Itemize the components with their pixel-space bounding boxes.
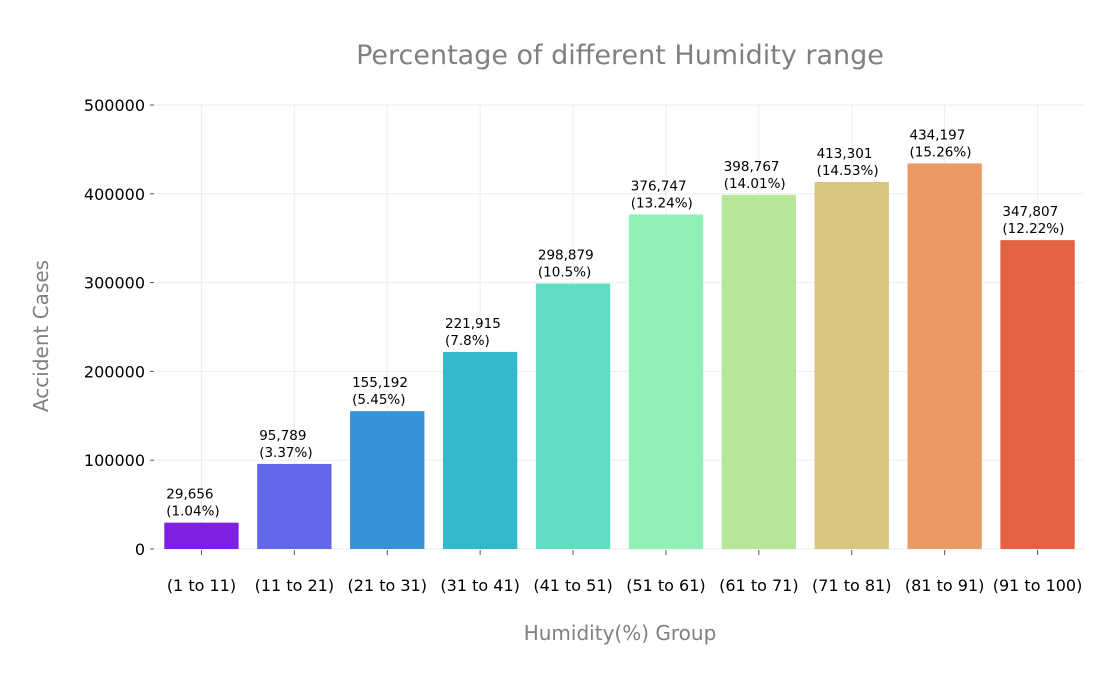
bar [814, 181, 889, 549]
y-tick-label: 0 [135, 540, 145, 559]
bar [350, 411, 425, 549]
x-axis-title: Humidity(%) Group [524, 621, 717, 645]
bar-percent-label: (1.04%) [166, 504, 219, 520]
bar [628, 214, 704, 549]
bar-value-label: 347,807 [1002, 204, 1058, 220]
bar [907, 163, 982, 550]
bar-percent-label: (14.53%) [817, 163, 879, 179]
x-tick-label: (91 to 100) [993, 576, 1083, 595]
bars [164, 163, 1075, 550]
data-labels: 29,656(1.04%) 95,789(3.37%) 155,192(5.45%)… [166, 127, 1064, 519]
bar-percent-label: (12.22%) [1002, 221, 1064, 237]
bar [1000, 240, 1075, 549]
x-tick-label: (11 to 21) [255, 576, 334, 595]
bar [257, 463, 332, 549]
x-tick-label: (21 to 31) [348, 576, 427, 595]
bar [721, 194, 797, 549]
bar-value-label: 376,747 [631, 178, 687, 194]
bar [442, 351, 518, 549]
bar-value-label: 155,192 [352, 375, 408, 391]
bar-value-label: 434,197 [909, 127, 965, 143]
bar-percent-label: (15.26%) [909, 144, 971, 160]
x-tick-label: (41 to 51) [533, 576, 612, 595]
bar-value-label: 398,767 [724, 159, 780, 175]
bar [535, 283, 611, 549]
bar [164, 522, 239, 549]
x-tick-label: (81 to 91) [905, 576, 984, 595]
bar-percent-label: (10.5%) [538, 265, 591, 281]
bar-value-label: 298,879 [538, 248, 594, 264]
bar-value-label: 413,301 [817, 146, 873, 162]
bar-percent-label: (3.37%) [259, 445, 312, 461]
x-tick-label: (1 to 11) [167, 576, 236, 595]
x-tick-label: (61 to 71) [719, 576, 798, 595]
bar-value-label: 221,915 [445, 316, 501, 332]
chart-title: Percentage of different Humidity range [356, 40, 884, 71]
y-axis: 0 100000 200000 300000 400000 500000 [84, 96, 154, 559]
y-tick-label: 100000 [84, 451, 145, 470]
y-tick-label: 300000 [84, 274, 145, 293]
x-tick-label: (31 to 41) [440, 576, 519, 595]
bar-percent-label: (13.24%) [631, 195, 693, 211]
x-tick-label: (71 to 81) [812, 576, 891, 595]
y-axis-title: Accident Cases [29, 260, 53, 412]
bar-percent-label: (5.45%) [352, 392, 405, 408]
bar-value-label: 95,789 [259, 428, 306, 444]
y-tick-label: 500000 [84, 96, 145, 115]
bar-percent-label: (7.8%) [445, 333, 490, 349]
x-tick-label: (51 to 61) [626, 576, 705, 595]
y-tick-label: 200000 [84, 362, 145, 381]
y-tick-label: 400000 [84, 185, 145, 204]
bar-value-label: 29,656 [166, 487, 213, 503]
bar-percent-label: (14.01%) [724, 176, 786, 192]
x-axis: (1 to 11) (11 to 21) (21 to 31) (31 to 41) (… [167, 550, 1083, 595]
